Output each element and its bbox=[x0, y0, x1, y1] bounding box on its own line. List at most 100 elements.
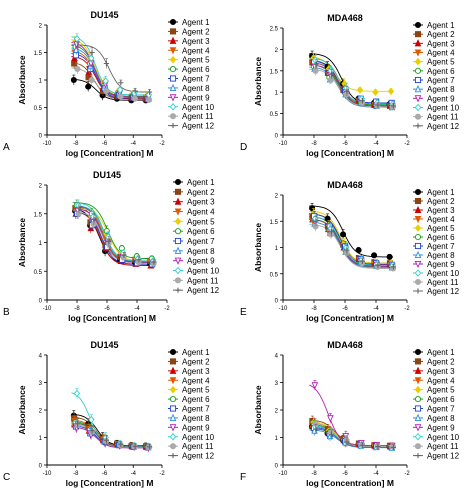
y-tick-label: 1 bbox=[39, 79, 43, 85]
legend-label: Agent 6 bbox=[182, 395, 210, 404]
x-axis-label: log [Concentration] M bbox=[66, 148, 154, 158]
legend-label: Agent 5 bbox=[182, 386, 210, 395]
legend-marker bbox=[414, 260, 422, 269]
y-tick-label: 2 bbox=[275, 409, 279, 415]
x-tick-label: -8 bbox=[73, 471, 79, 477]
y-axis-label: Absorbance bbox=[17, 385, 27, 434]
data-point bbox=[328, 76, 335, 83]
y-tick-label: 1 bbox=[275, 436, 279, 442]
legend-label: Agent 8 bbox=[427, 414, 455, 423]
y-tick-label: 1 bbox=[275, 91, 279, 97]
data-point bbox=[146, 89, 153, 95]
data-point bbox=[76, 205, 82, 211]
legend-label: Agent 1 bbox=[182, 348, 210, 357]
y-tick-label: 0 bbox=[39, 464, 43, 470]
legend-marker bbox=[414, 405, 422, 412]
legend-label: Agent 8 bbox=[427, 251, 455, 260]
legend-label: Agent 3 bbox=[187, 198, 215, 207]
legend-marker bbox=[169, 36, 177, 44]
legend-marker bbox=[174, 228, 182, 235]
data-point bbox=[375, 262, 381, 268]
data-point bbox=[359, 442, 366, 448]
fit-curve-5 bbox=[309, 56, 393, 92]
legend-label: Agent 8 bbox=[182, 84, 210, 93]
x-axis-label: log [Concentration] M bbox=[306, 313, 394, 323]
y-tick-label: 1.5 bbox=[34, 212, 43, 218]
data-point bbox=[372, 88, 379, 97]
data-point bbox=[75, 210, 82, 217]
panel-letter: E bbox=[240, 307, 247, 318]
legend-label: Agent 6 bbox=[427, 395, 455, 404]
legend-label: Agent 8 bbox=[182, 414, 210, 423]
legend-label: Agent 5 bbox=[427, 386, 455, 395]
y-axis-label: Absorbance bbox=[253, 385, 263, 434]
legend-label: Agent 6 bbox=[182, 65, 210, 74]
legend-label: Agent 3 bbox=[182, 37, 210, 46]
legend-label: Agent 4 bbox=[187, 208, 215, 217]
y-tick-label: 2 bbox=[275, 48, 279, 54]
legend-marker bbox=[414, 233, 422, 241]
legend-label: Agent 1 bbox=[427, 348, 455, 357]
fit-curve-2 bbox=[71, 416, 150, 447]
y-axis-label: Absorbance bbox=[253, 223, 263, 272]
x-tick-label: -4 bbox=[131, 141, 137, 147]
legend-marker bbox=[174, 257, 182, 265]
data-point bbox=[328, 229, 335, 235]
fit-curve-3 bbox=[71, 56, 150, 100]
legend-label: Agent 2 bbox=[427, 357, 455, 366]
legend-label: Agent 6 bbox=[427, 233, 455, 242]
x-tick-label: -8 bbox=[73, 141, 79, 147]
legend-label: Agent 12 bbox=[187, 286, 220, 295]
data-point bbox=[70, 76, 77, 84]
data-point bbox=[328, 432, 335, 438]
data-point bbox=[312, 67, 319, 74]
legend-label: Agent 10 bbox=[187, 267, 220, 276]
x-tick-label: -2 bbox=[159, 141, 165, 147]
legend-marker bbox=[414, 424, 422, 432]
data-point bbox=[375, 443, 381, 450]
data-point bbox=[89, 49, 95, 56]
legend-marker bbox=[169, 396, 177, 403]
legend-label: Agent 5 bbox=[187, 217, 215, 226]
legend-label: Agent 3 bbox=[427, 206, 455, 215]
y-tick-label: 0.5 bbox=[270, 272, 279, 278]
data-point bbox=[74, 65, 81, 73]
data-point bbox=[106, 238, 112, 244]
data-point bbox=[118, 80, 124, 86]
legend-label: Agent 10 bbox=[182, 103, 215, 112]
legend-label: Agent 4 bbox=[182, 46, 210, 55]
legend-label: Agent 11 bbox=[187, 276, 219, 285]
x-tick-label: -6 bbox=[342, 306, 348, 312]
y-tick-label: 0 bbox=[275, 134, 279, 140]
x-tick-label: -2 bbox=[159, 471, 165, 477]
data-point bbox=[103, 60, 110, 67]
data-point bbox=[72, 52, 79, 59]
x-tick-label: -6 bbox=[102, 141, 108, 147]
legend-label: Agent 9 bbox=[427, 423, 455, 432]
y-tick-label: 4 bbox=[275, 354, 279, 360]
y-tick-label: 0 bbox=[275, 464, 279, 470]
x-tick-label: -2 bbox=[164, 306, 170, 312]
legend-label: Agent 10 bbox=[427, 433, 460, 442]
legend-marker bbox=[414, 84, 422, 93]
legend-marker bbox=[414, 242, 422, 250]
fit-curve-1 bbox=[309, 53, 393, 105]
data-point bbox=[344, 88, 350, 94]
fit-curve-11 bbox=[72, 211, 154, 265]
legend-label: Agent 11 bbox=[427, 442, 459, 451]
data-point bbox=[103, 87, 110, 95]
legend-marker bbox=[414, 278, 422, 286]
legend-label: Agent 7 bbox=[427, 76, 455, 85]
legend-label: Agent 1 bbox=[427, 188, 455, 197]
x-tick-label: -4 bbox=[134, 306, 140, 312]
data-point bbox=[90, 221, 97, 228]
chart-panel-e: 0 0.5 1 1.5 2 -10 -8 -6 -4 -2 MDA468 log [Concentra… bbox=[240, 180, 460, 323]
data-point bbox=[85, 83, 92, 90]
legend-label: Agent 1 bbox=[187, 178, 215, 187]
legend-label: Agent 2 bbox=[427, 197, 455, 206]
legend-label: Agent 2 bbox=[182, 357, 210, 366]
legend-label: Agent 11 bbox=[427, 113, 459, 122]
y-tick-label: 1.5 bbox=[270, 220, 279, 226]
data-point bbox=[116, 86, 124, 94]
